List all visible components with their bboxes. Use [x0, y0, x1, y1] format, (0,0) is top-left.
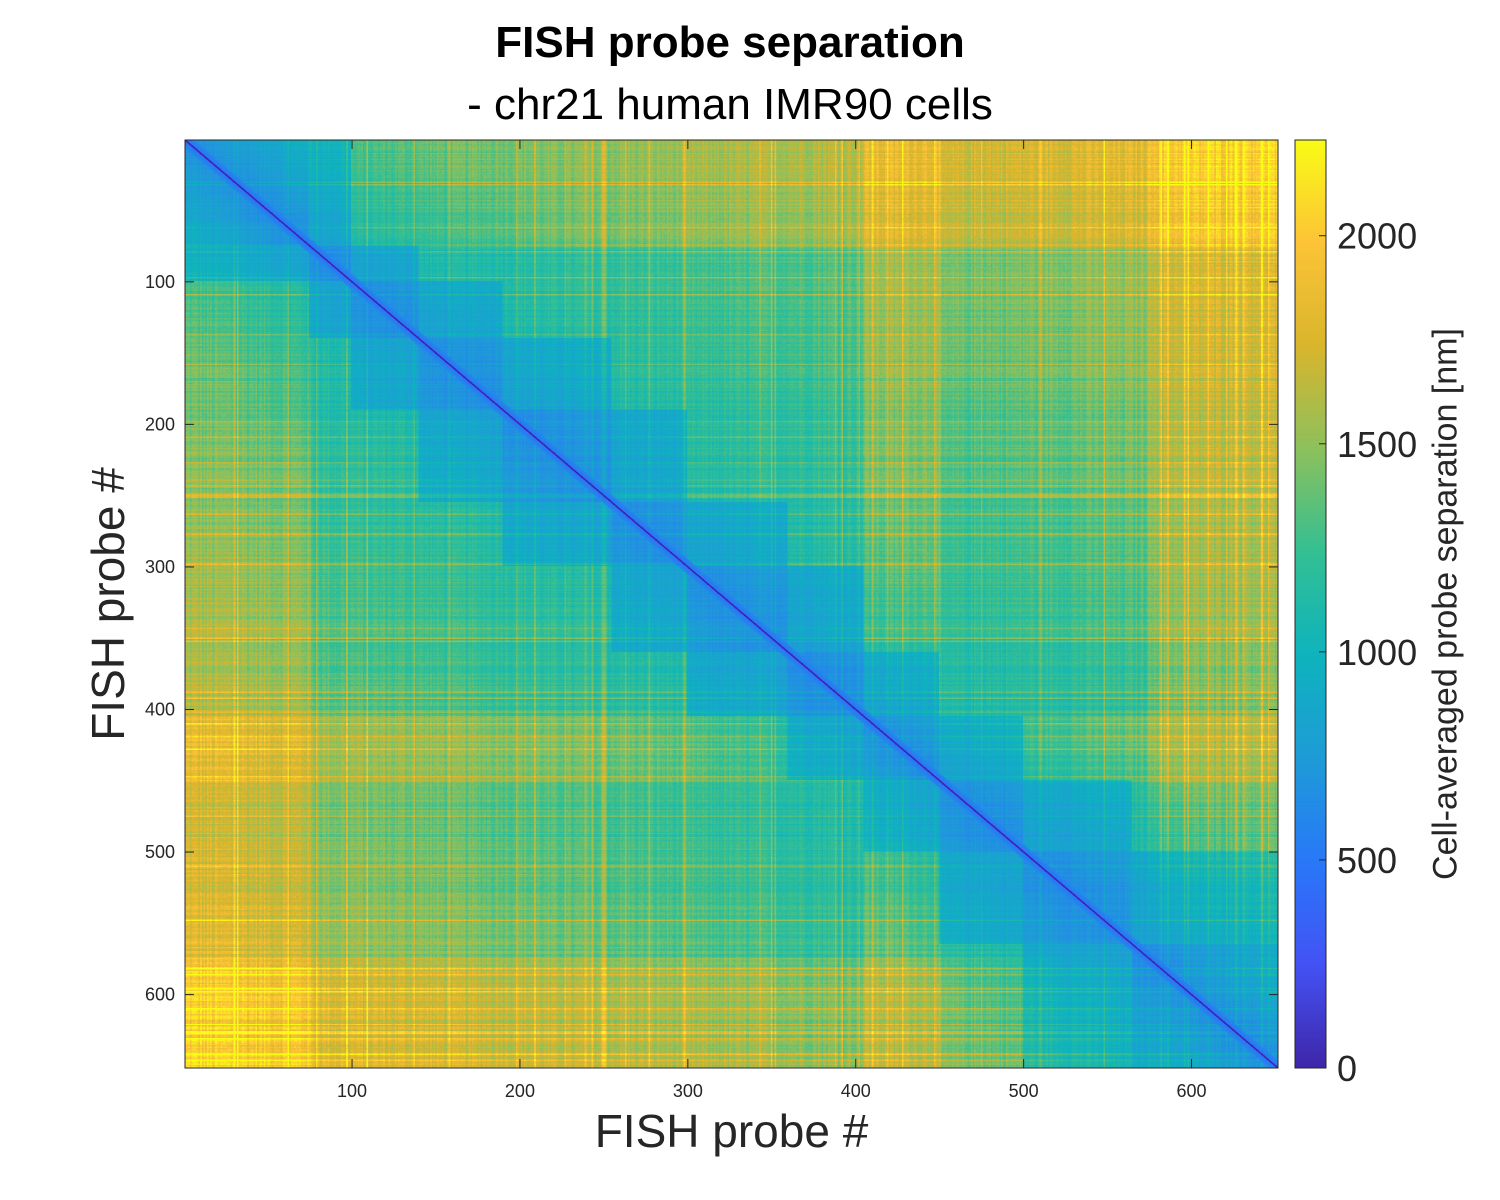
y-tick-label: 600: [145, 985, 175, 1005]
colorbar: [1294, 139, 1327, 1069]
colorbar-axis: 0 500 1000 1500 2000: [1319, 216, 1417, 1089]
y-tick-label: 200: [145, 414, 175, 434]
y-tick-label: 300: [145, 557, 175, 577]
x-tick-label: 500: [1009, 1081, 1039, 1101]
chart-title: FISH probe separation: [495, 18, 965, 67]
y-axis-label: FISH probe #: [82, 467, 134, 741]
y-tick-label: 400: [145, 699, 175, 719]
x-axis-label: FISH probe #: [594, 1105, 869, 1157]
x-tick-label: 600: [1177, 1081, 1207, 1101]
colorbar-label: Cell-averaged probe separation [nm]: [1426, 328, 1465, 880]
colorbar-tick-label: 1500: [1337, 424, 1417, 465]
colorbar-tick-label: 500: [1337, 840, 1397, 881]
colorbar-tick-label: 1000: [1337, 632, 1417, 673]
x-tick-label: 300: [673, 1081, 703, 1101]
colorbar-tick-label: 2000: [1337, 216, 1417, 257]
x-axis: 100 200 300 400 500 600: [337, 140, 1207, 1101]
y-tick-label: 100: [145, 272, 175, 292]
y-axis: 100 200 300 400 500 600: [145, 272, 1278, 1005]
chart-subtitle: - chr21 human IMR90 cells: [467, 80, 993, 129]
y-tick-label: 500: [145, 842, 175, 862]
diagonal-line: [185, 140, 1278, 1068]
plot-frame: [184, 139, 1279, 1069]
x-tick-label: 400: [841, 1081, 871, 1101]
colorbar-tick-label: 0: [1337, 1048, 1357, 1089]
x-tick-label: 200: [505, 1081, 535, 1101]
x-tick-label: 100: [337, 1081, 367, 1101]
